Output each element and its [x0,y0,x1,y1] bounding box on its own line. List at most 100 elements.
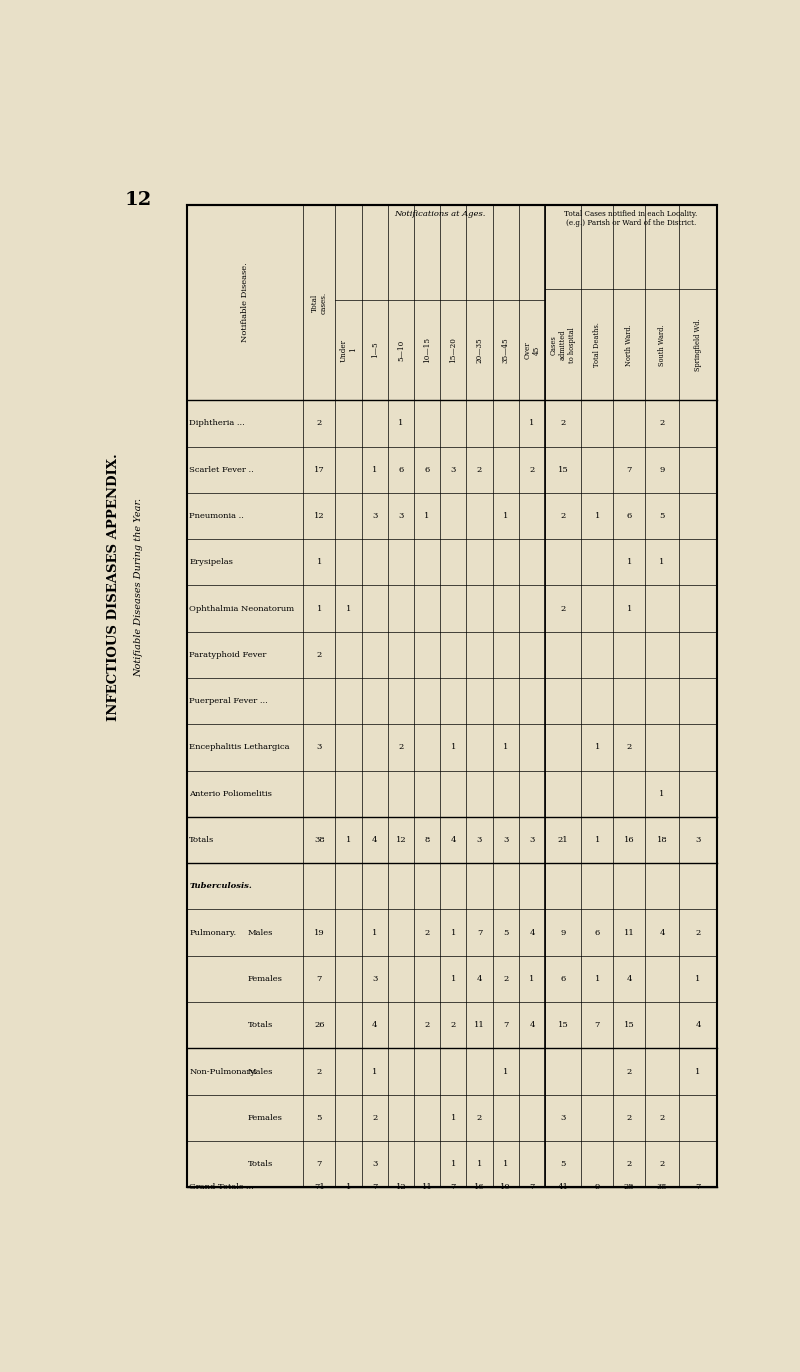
Text: 2: 2 [477,465,482,473]
Text: 6: 6 [561,975,566,982]
Text: 1: 1 [346,836,351,844]
Text: 1: 1 [659,790,665,797]
Text: 35: 35 [657,1183,667,1191]
Text: 35—45: 35—45 [502,338,510,362]
Text: 2: 2 [626,1067,632,1076]
Text: 1: 1 [594,744,600,752]
Text: 3: 3 [372,1161,378,1168]
Text: Over
45: Over 45 [523,342,541,359]
Text: 2: 2 [626,1114,632,1122]
Text: 2: 2 [503,975,508,982]
Text: 7: 7 [503,1021,509,1029]
Text: 1: 1 [372,465,378,473]
Text: 6: 6 [398,465,403,473]
Text: Males: Males [248,929,273,937]
Text: 20—35: 20—35 [475,338,483,362]
Text: 5: 5 [561,1161,566,1168]
Text: Pulmonary.: Pulmonary. [190,929,237,937]
Text: 3: 3 [477,836,482,844]
Text: 4: 4 [529,1021,534,1029]
Text: 7: 7 [477,929,482,937]
Text: 1: 1 [450,1114,456,1122]
Text: Females: Females [248,1114,282,1122]
Text: 1: 1 [425,512,430,520]
Text: Pneumonia ..: Pneumonia .. [190,512,244,520]
Text: 2: 2 [561,420,566,427]
Text: 1: 1 [530,975,534,982]
Text: 2: 2 [398,744,403,752]
Text: 6: 6 [425,465,430,473]
Text: 1: 1 [594,975,600,982]
Text: 15: 15 [558,1021,569,1029]
Text: Erysipelas: Erysipelas [190,558,233,567]
Text: 15: 15 [624,1021,634,1029]
Text: 11: 11 [422,1183,433,1191]
Text: 2: 2 [659,420,665,427]
Text: 28: 28 [624,1183,634,1191]
Text: North Ward.: North Ward. [626,324,634,366]
Text: 4: 4 [477,975,482,982]
Text: 1: 1 [503,1161,509,1168]
Text: 5: 5 [503,929,509,937]
Text: 12: 12 [395,1183,406,1191]
Text: 16: 16 [624,836,634,844]
Text: 1: 1 [372,929,378,937]
Text: 1: 1 [659,558,665,567]
Text: Encephalitis Lethargica: Encephalitis Lethargica [190,744,290,752]
Text: 2: 2 [425,1021,430,1029]
Text: 1: 1 [317,558,322,567]
Text: 7: 7 [317,975,322,982]
Text: 15: 15 [558,465,569,473]
Text: 2: 2 [477,1114,482,1122]
Text: 71: 71 [314,1183,325,1191]
Text: 1: 1 [626,605,632,612]
Text: 2: 2 [372,1114,378,1122]
Text: 41: 41 [558,1183,569,1191]
Text: 1: 1 [503,1067,509,1076]
Text: Totals: Totals [248,1021,273,1029]
Text: 1: 1 [530,420,534,427]
Text: 3: 3 [695,836,701,844]
Text: Total
cases.: Total cases. [310,291,328,314]
Text: Scarlet Fever ..: Scarlet Fever .. [190,465,254,473]
Text: 2: 2 [626,1161,632,1168]
Text: 2: 2 [317,1067,322,1076]
Text: 3: 3 [398,512,403,520]
Text: 26: 26 [314,1021,325,1029]
Text: Grand Totals ...: Grand Totals ... [190,1183,254,1191]
Text: Notifiable Diseases During the Year.: Notifiable Diseases During the Year. [134,498,143,676]
Text: 4: 4 [372,1021,378,1029]
Text: 2: 2 [626,744,632,752]
Text: Puerperal Fever ...: Puerperal Fever ... [190,697,268,705]
Text: 1: 1 [695,975,701,982]
Text: Anterio Poliomelitis: Anterio Poliomelitis [190,790,272,797]
Text: 1: 1 [503,744,509,752]
Text: 1: 1 [450,1161,456,1168]
Text: 2: 2 [695,929,701,937]
Text: 12: 12 [314,512,325,520]
Text: 19: 19 [314,929,325,937]
Text: 1—5: 1—5 [370,342,378,358]
Text: 3: 3 [372,975,378,982]
Text: Total Deaths.: Total Deaths. [593,322,601,368]
Text: 7: 7 [594,1021,600,1029]
Text: 2: 2 [659,1114,665,1122]
Text: 3: 3 [450,465,456,473]
Text: 11: 11 [624,929,634,937]
Text: Under
1: Under 1 [340,339,357,362]
Text: South Ward.: South Ward. [658,324,666,365]
Text: 7: 7 [372,1183,378,1191]
Text: 2: 2 [450,1021,456,1029]
Text: 1: 1 [398,420,403,427]
Text: 1: 1 [503,512,509,520]
Text: 4: 4 [695,1021,701,1029]
Text: 1: 1 [317,605,322,612]
Text: 1: 1 [594,512,600,520]
Text: 9: 9 [594,1183,600,1191]
Text: 3: 3 [372,512,378,520]
Text: 4: 4 [626,975,632,982]
Text: 7: 7 [626,465,632,473]
Text: 5—10: 5—10 [397,339,405,361]
Text: 5: 5 [317,1114,322,1122]
Text: 1: 1 [372,1067,378,1076]
